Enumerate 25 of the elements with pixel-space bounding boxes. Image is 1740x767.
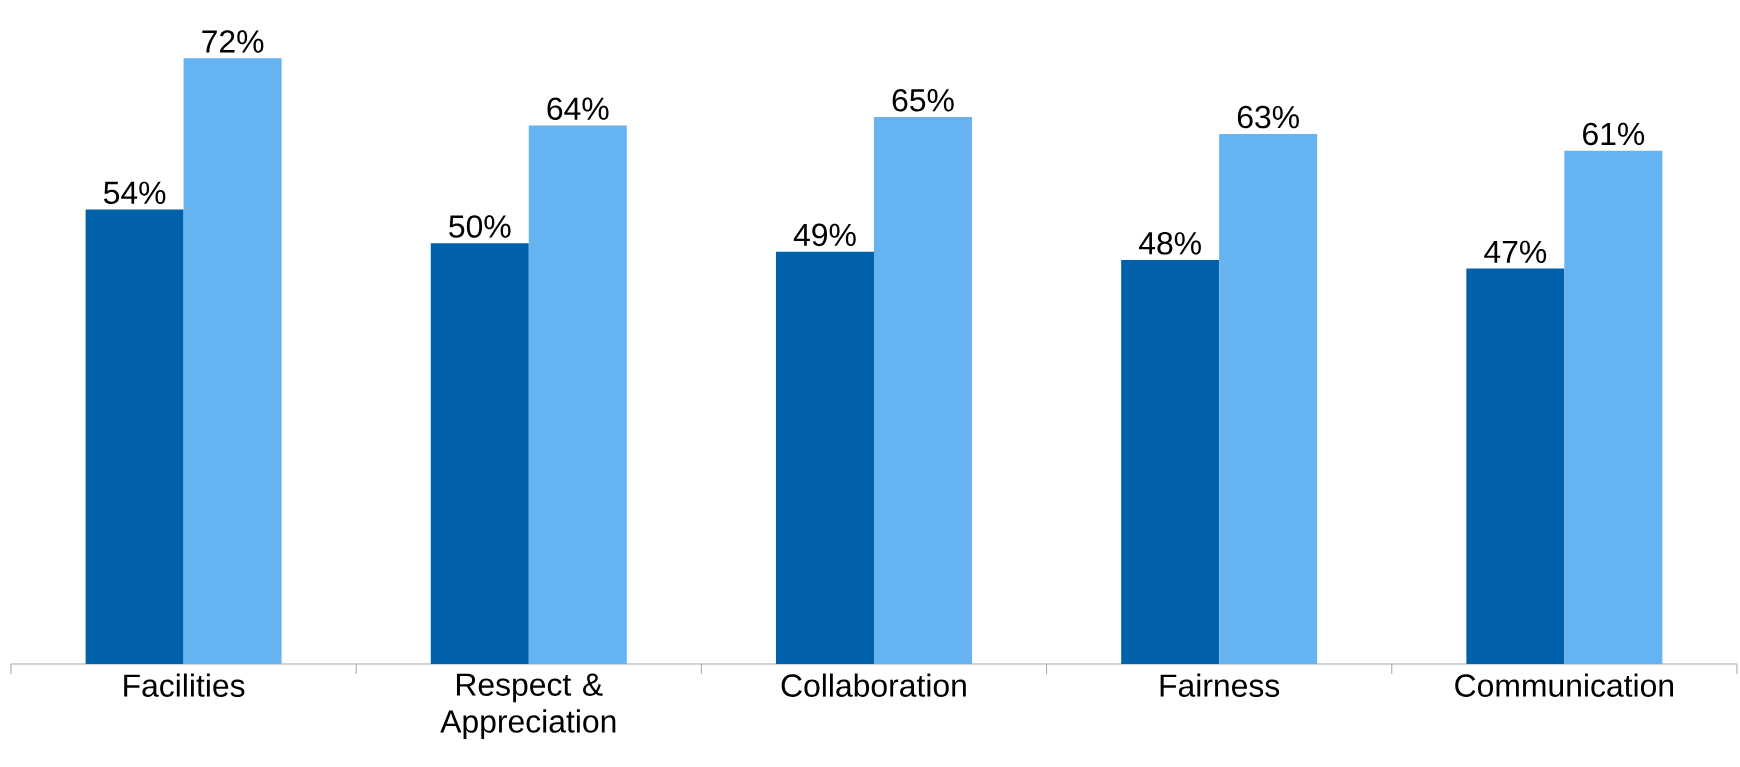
data-label: 47% — [1484, 240, 1547, 263]
bar — [1219, 133, 1318, 664]
x-tick-label: Communication — [1455, 673, 1673, 697]
x-tick-label: Collaboration — [781, 673, 966, 697]
bar — [183, 58, 282, 664]
data-label: 65% — [892, 88, 954, 112]
data-label: 72% — [202, 30, 264, 53]
bar — [775, 251, 874, 664]
bar — [528, 125, 627, 664]
data-label: 48% — [1139, 232, 1201, 255]
x-tick-label: Facilities — [124, 673, 245, 697]
bar — [430, 243, 529, 664]
bar — [1466, 268, 1565, 664]
data-label: 63% — [1237, 105, 1299, 129]
x-tick-label: Respect & Appreciation — [440, 673, 616, 740]
data-label: 50% — [449, 215, 511, 238]
data-label: 61% — [1583, 122, 1645, 146]
bar — [873, 117, 972, 664]
data-label: 64% — [547, 97, 609, 120]
x-tick-label: Fairness — [1160, 673, 1280, 697]
bar — [1121, 260, 1220, 664]
data-label: 54% — [103, 181, 166, 205]
bar — [85, 209, 184, 664]
data-label: 49% — [793, 223, 856, 247]
bar — [1564, 150, 1663, 664]
